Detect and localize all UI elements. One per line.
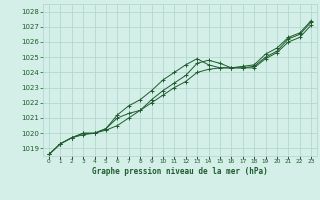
X-axis label: Graphe pression niveau de la mer (hPa): Graphe pression niveau de la mer (hPa) <box>92 167 268 176</box>
